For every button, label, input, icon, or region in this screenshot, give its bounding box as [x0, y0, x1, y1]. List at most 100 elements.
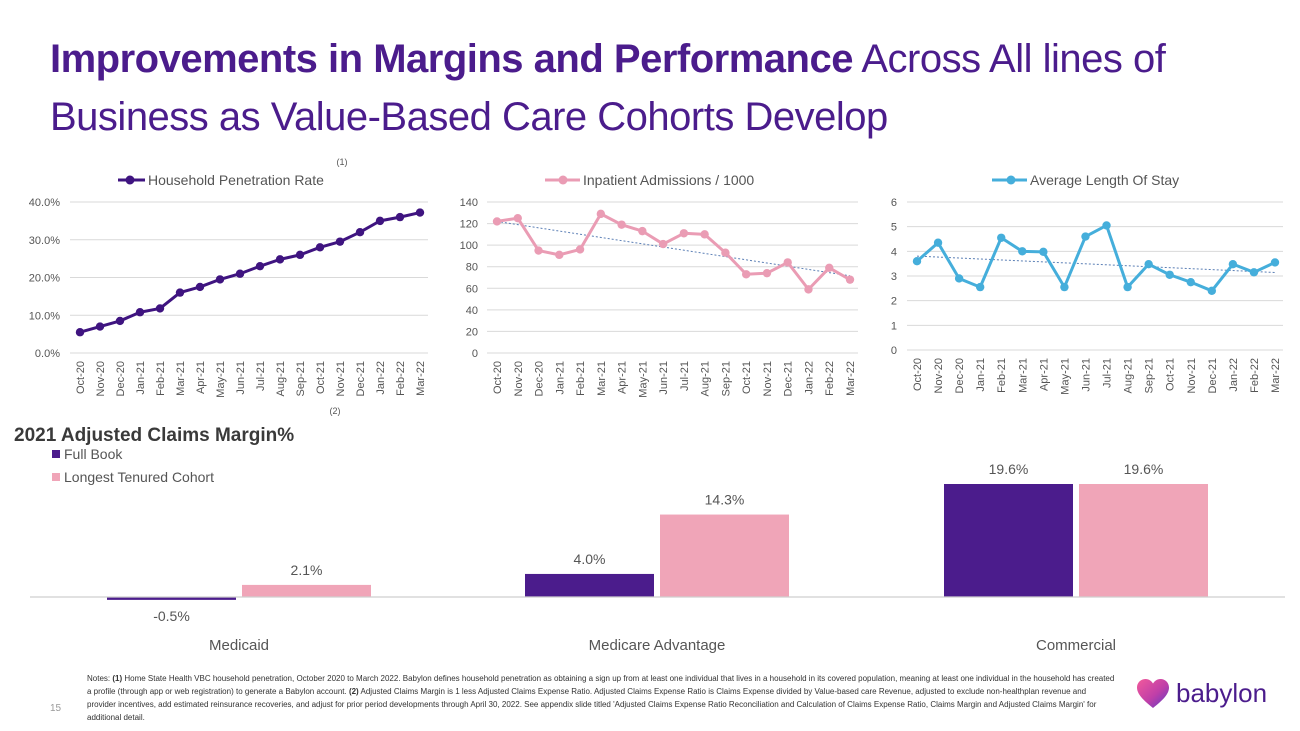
x-tick-label: Nov-20	[513, 361, 525, 396]
x-tick-label: Dec-21	[783, 361, 795, 396]
data-point	[1081, 232, 1090, 241]
bar	[525, 573, 654, 597]
x-tick-label: Oct-20	[912, 358, 924, 391]
x-tick-label: Jun-21	[235, 361, 247, 395]
legend-marker	[1006, 175, 1016, 185]
title-light-1: Across All lines of	[852, 37, 1166, 81]
bar-value-label: 19.6%	[989, 461, 1029, 477]
x-tick-label: Jul-21	[255, 361, 267, 391]
data-point	[596, 209, 606, 219]
x-tick-label: Jul-21	[1102, 358, 1114, 388]
x-tick-label: Oct-21	[741, 361, 753, 394]
legend-label: Longest Tenured Cohort	[64, 469, 214, 485]
x-tick-label: Apr-21	[195, 361, 207, 394]
x-tick-label: Sep-21	[1144, 358, 1156, 393]
data-point	[275, 255, 285, 264]
bar-value-label: 4.0%	[574, 551, 606, 567]
x-tick-label: Feb-21	[155, 361, 167, 396]
data-point	[933, 238, 943, 247]
legend-swatch	[52, 473, 60, 481]
legend-label: Full Book	[64, 446, 123, 462]
y-tick-label: 60	[466, 283, 478, 295]
x-tick-label: Oct-21	[1165, 358, 1177, 391]
bar-chart-title: 2021 Adjusted Claims Margin%	[14, 425, 294, 446]
data-point	[679, 229, 689, 238]
data-point	[335, 237, 345, 246]
x-tick-label: Mar-22	[415, 361, 427, 396]
data-point	[1102, 221, 1111, 230]
x-tick-label: Jul-21	[679, 361, 691, 391]
data-point	[638, 226, 647, 236]
y-tick-label: 1	[891, 320, 897, 332]
x-tick-label: Nov-21	[762, 361, 774, 396]
y-tick-label: 120	[460, 219, 478, 231]
x-tick-label: Jan-21	[975, 358, 987, 392]
page-number: 15	[50, 703, 62, 714]
trendline	[916, 255, 1276, 273]
x-tick-label: Jan-21	[135, 361, 147, 395]
legend-label: Household Penetration Rate	[148, 172, 324, 188]
data-point	[355, 228, 365, 237]
x-tick-label: Mar-22	[845, 361, 857, 396]
y-tick-label: 3	[891, 271, 897, 283]
series-line	[496, 212, 851, 291]
footnote-marker: (1)	[337, 157, 348, 167]
title-light-2: Business as Value-Based Care Cohorts Dev…	[50, 95, 888, 139]
data-point	[115, 316, 125, 326]
legend-label: Inpatient Admissions / 1000	[583, 172, 754, 188]
data-point	[1186, 277, 1195, 287]
data-point	[825, 263, 834, 272]
y-tick-label: 0	[891, 345, 897, 357]
data-point	[1060, 282, 1069, 292]
data-point	[1249, 268, 1259, 277]
data-point	[295, 250, 305, 260]
y-tick-label: 30.0%	[29, 235, 60, 247]
category-label: Medicaid	[209, 637, 269, 654]
legend-marker	[125, 175, 135, 185]
footnotes: Notes: (1) Home State Health VBC househo…	[87, 672, 1117, 724]
x-tick-label: Jan-21	[554, 361, 566, 395]
x-tick-label: Nov-21	[335, 361, 347, 396]
legend-marker	[558, 175, 568, 185]
data-point	[395, 212, 405, 222]
bar	[660, 514, 789, 597]
data-point	[1270, 258, 1280, 267]
data-point	[721, 248, 730, 257]
x-tick-label: Jun-21	[658, 361, 670, 395]
data-point	[513, 213, 522, 223]
data-point	[804, 285, 813, 294]
x-tick-label: Sep-21	[720, 361, 732, 396]
data-point	[195, 282, 205, 292]
y-tick-label: 10.0%	[29, 310, 60, 322]
x-tick-label: Dec-21	[355, 361, 367, 396]
data-point	[975, 282, 985, 292]
data-point	[235, 269, 245, 278]
data-point	[1165, 270, 1174, 279]
x-tick-label: Nov-20	[933, 358, 945, 393]
y-tick-label: 0.0%	[35, 348, 60, 360]
data-point	[95, 322, 105, 331]
x-tick-label: Aug-21	[1123, 358, 1135, 393]
note-marker-1: (1)	[112, 674, 123, 683]
heart-logo-icon	[1137, 679, 1169, 708]
x-tick-label: Feb-22	[395, 361, 407, 396]
legend-swatch	[52, 450, 60, 458]
x-tick-label: May-21	[1059, 358, 1071, 395]
x-tick-label: Nov-21	[1186, 358, 1198, 393]
bar	[242, 584, 371, 597]
data-point	[912, 257, 922, 266]
data-point	[534, 246, 543, 255]
x-tick-label: Apr-21	[1038, 358, 1050, 391]
y-tick-label: 100	[460, 240, 478, 252]
data-point	[1039, 247, 1048, 257]
data-point	[1228, 259, 1238, 269]
note-text-1: Home State Health VBC household penetrat…	[87, 674, 1115, 696]
bar-value-label: 19.6%	[1124, 461, 1164, 477]
x-tick-label: May-21	[215, 361, 227, 398]
data-point	[315, 243, 325, 252]
x-tick-label: May-21	[637, 361, 649, 398]
page-title: Improvements in Margins and Performance …	[50, 30, 1270, 146]
data-point	[954, 274, 964, 283]
y-tick-label: 80	[466, 262, 478, 274]
bar-value-label: 2.1%	[291, 562, 323, 578]
